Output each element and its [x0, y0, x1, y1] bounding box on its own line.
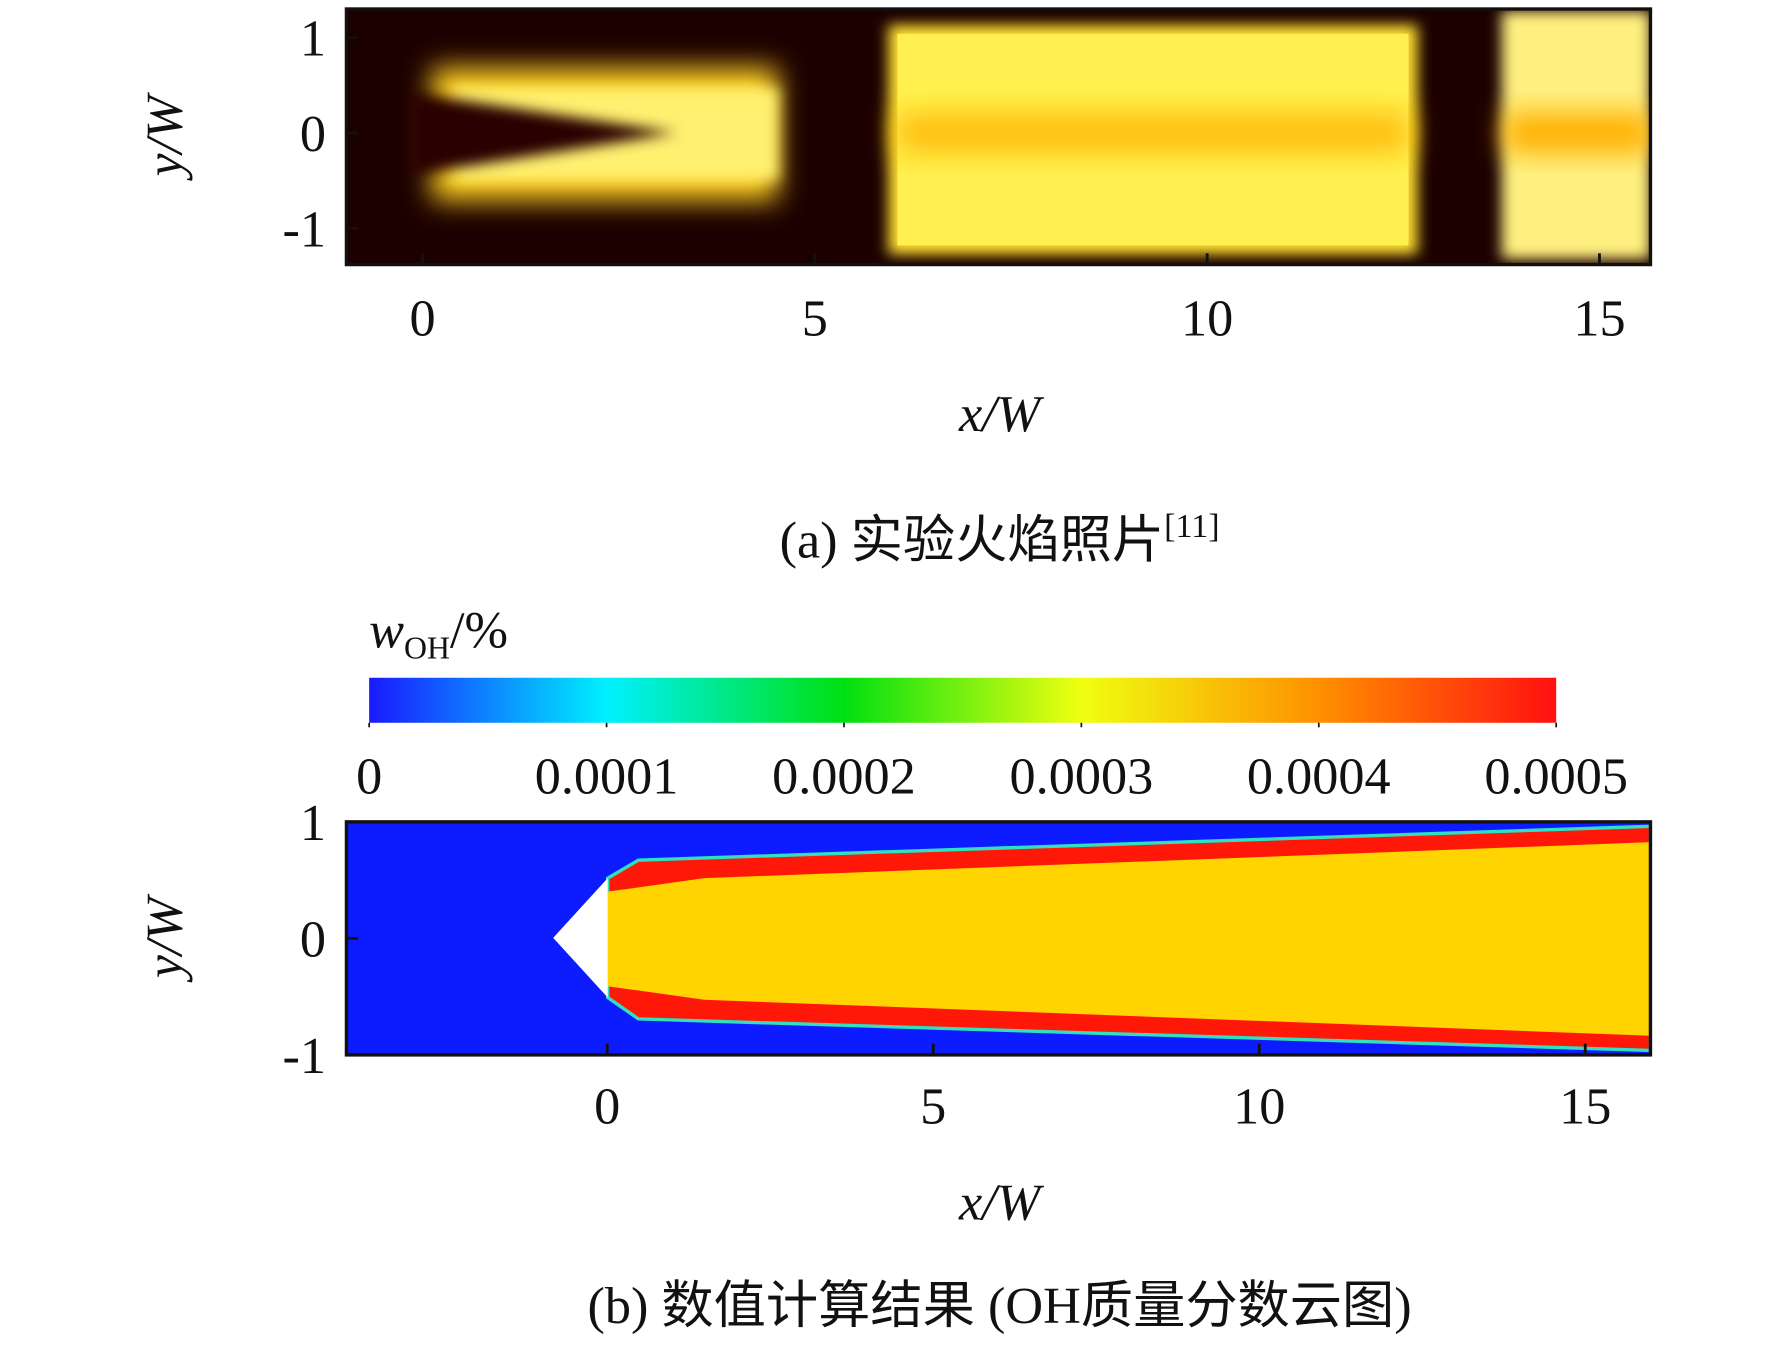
y-tick-label: -1 [282, 1028, 326, 1085]
y-tick-label: 0 [300, 106, 326, 163]
y-axis-label: y/W [137, 91, 194, 181]
x-tick-label: 0 [594, 1079, 620, 1136]
y-axis-label: y/W [137, 893, 194, 983]
oh-field [346, 821, 1651, 1055]
caption-text: (a) 实验火焰照片 [780, 512, 1165, 569]
colorbar-tick-label: 0.0004 [1247, 749, 1391, 806]
caption: (a) 实验火焰照片[11] [780, 508, 1220, 569]
colorbar-subscript: OH [404, 631, 450, 666]
caption: (b) 数值计算结果 (OH质量分数云图) [587, 1278, 1411, 1335]
colorbar-symbol: w [369, 603, 404, 660]
x-axis-label: x/W [958, 386, 1045, 443]
y-tick-label: 1 [300, 795, 326, 852]
x-tick-label: 10 [1181, 291, 1233, 348]
colorbar-tick-label: 0 [356, 749, 382, 806]
colorbar-unit: /% [450, 603, 508, 660]
colorbar-tick-label: 0.0003 [1010, 749, 1154, 806]
colorbar-tick-label: 0.0001 [535, 749, 679, 806]
colorbar [369, 677, 1557, 723]
plot-frame [344, 7, 1653, 267]
colorbar-tick-label: 0.0002 [772, 749, 916, 806]
x-tick-label: 10 [1233, 1079, 1285, 1136]
y-tick-label: -1 [282, 202, 326, 259]
x-tick-label: 0 [409, 291, 435, 348]
y-tick-label: 0 [300, 912, 326, 969]
x-tick-label: 5 [802, 291, 828, 348]
caption-ref: [11] [1164, 508, 1219, 545]
flame-photo [346, 9, 1651, 265]
colorbar-label: wOH/% [369, 603, 508, 666]
x-tick-label: 5 [920, 1079, 946, 1136]
x-axis-label: x/W [958, 1174, 1045, 1231]
x-tick-label: 15 [1573, 291, 1625, 348]
y-tick-label: 1 [300, 11, 326, 68]
colorbar-tick-label: 0.0005 [1484, 749, 1628, 806]
x-tick-label: 15 [1559, 1079, 1611, 1136]
